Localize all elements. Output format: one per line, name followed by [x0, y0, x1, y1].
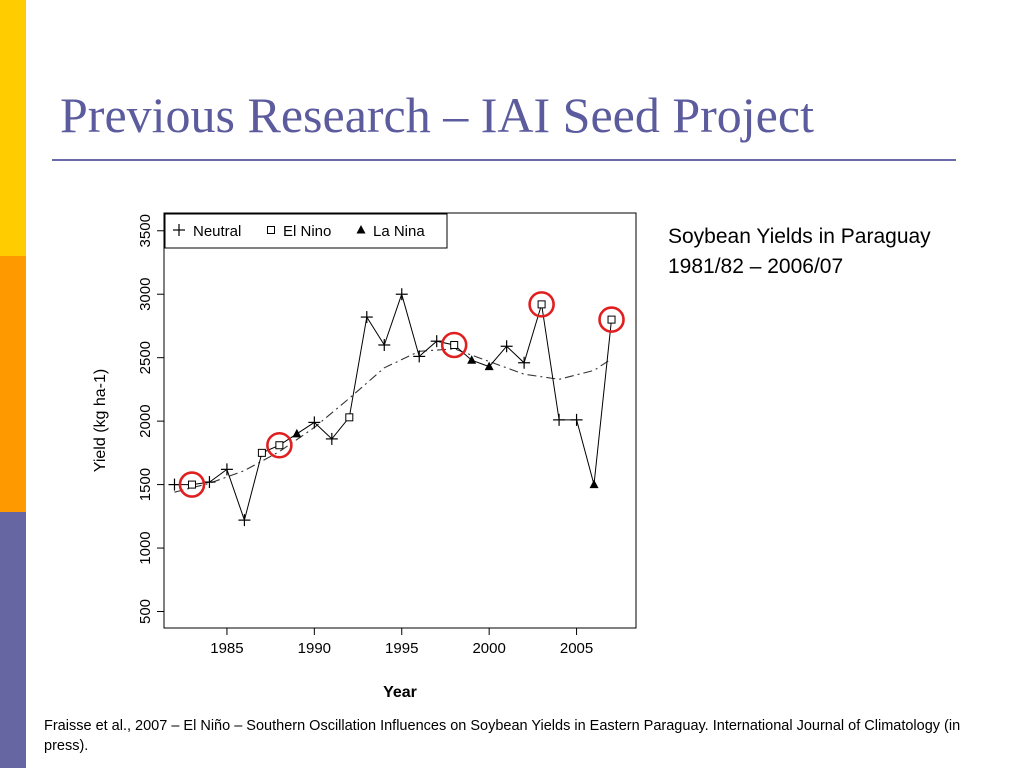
accent-bar-orange [0, 256, 26, 512]
point-el-nino [187, 480, 196, 489]
y-tick-label: 3000 [137, 278, 154, 311]
point-neutral [500, 340, 513, 353]
point-neutral [570, 413, 583, 426]
point-neutral [378, 338, 391, 351]
citation: Fraisse et al., 2007 – El Niño – Souther… [44, 718, 961, 754]
point-neutral [360, 311, 373, 324]
point-la-nina [292, 428, 302, 438]
point-neutral [325, 432, 338, 445]
point-el-nino [537, 300, 546, 309]
chart-caption: Soybean Yields in Paraguay 1981/82 – 200… [668, 222, 931, 282]
y-tick-label: 500 [137, 599, 154, 624]
x-tick-label: 1995 [385, 640, 418, 657]
point-neutral [413, 350, 426, 363]
point-el-nino [275, 441, 284, 450]
y-tick-label: 1000 [137, 531, 154, 564]
y-tick-label: 1500 [137, 468, 154, 501]
highlight-circle [440, 331, 468, 359]
highlight-circle [266, 431, 293, 459]
point-el-nino [257, 448, 266, 457]
highlight-circle [598, 306, 625, 333]
point-el-nino [450, 340, 459, 349]
point-neutral [395, 288, 408, 301]
point-el-nino [607, 315, 616, 324]
point-la-nina [467, 355, 477, 364]
point-la-nina [589, 479, 599, 489]
accent-bar-yellow [0, 0, 26, 256]
slide-title: Previous Research – IAI Seed Project [60, 87, 814, 143]
yield-chart: 1985 1990 1995 2000 2005 500 1000 1500 2000 2500 3… [92, 212, 637, 701]
y-tick-label: 2500 [137, 341, 154, 374]
legend-marker-triangle [356, 225, 366, 234]
legend-label: Neutral [193, 223, 241, 240]
point-neutral [203, 476, 216, 489]
yield-line [174, 292, 612, 522]
point-el-nino [345, 413, 354, 422]
point-neutral [553, 413, 566, 426]
legend-label: El Nino [283, 223, 331, 240]
y-tick-label: 2000 [137, 404, 154, 437]
point-neutral [220, 463, 233, 476]
point-neutral [168, 478, 181, 491]
x-tick-label: 1985 [210, 640, 243, 657]
highlight-circle [528, 291, 555, 318]
legend-marker-square [267, 226, 275, 234]
caption-line-2: 1981/82 – 2006/07 [668, 255, 844, 278]
plot-frame [163, 212, 637, 629]
point-neutral [238, 514, 251, 527]
y-axis-title: Yield (kg ha-1) [92, 369, 109, 472]
point-la-nina [484, 361, 494, 371]
y-tick-label: 3500 [137, 214, 154, 247]
trend-line [174, 348, 612, 493]
highlight-circle [178, 471, 206, 498]
x-tick-label: 2000 [472, 640, 505, 657]
point-neutral [518, 356, 531, 369]
x-tick-label: 1990 [298, 640, 331, 657]
x-tick-label: 2005 [560, 640, 593, 657]
legend-box [164, 213, 448, 249]
caption-line-1: Soybean Yields in Paraguay [668, 225, 931, 248]
legend-label: La Nina [373, 223, 425, 240]
title-underline [52, 159, 956, 161]
accent-bar-purple [0, 512, 26, 768]
point-neutral [430, 335, 443, 348]
legend-marker-plus [173, 224, 185, 236]
x-axis-title: Year [383, 684, 417, 701]
point-neutral [308, 416, 321, 429]
